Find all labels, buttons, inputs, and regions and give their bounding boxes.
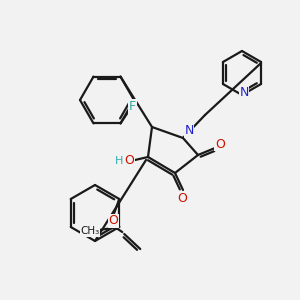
Text: N: N <box>239 86 249 100</box>
Text: O: O <box>124 154 134 166</box>
Text: H: H <box>115 156 123 166</box>
Text: O: O <box>108 214 118 227</box>
Text: F: F <box>129 100 136 113</box>
Text: CH₃: CH₃ <box>81 226 100 236</box>
Text: N: N <box>184 124 194 137</box>
Text: O: O <box>215 137 225 151</box>
Text: O: O <box>177 191 187 205</box>
